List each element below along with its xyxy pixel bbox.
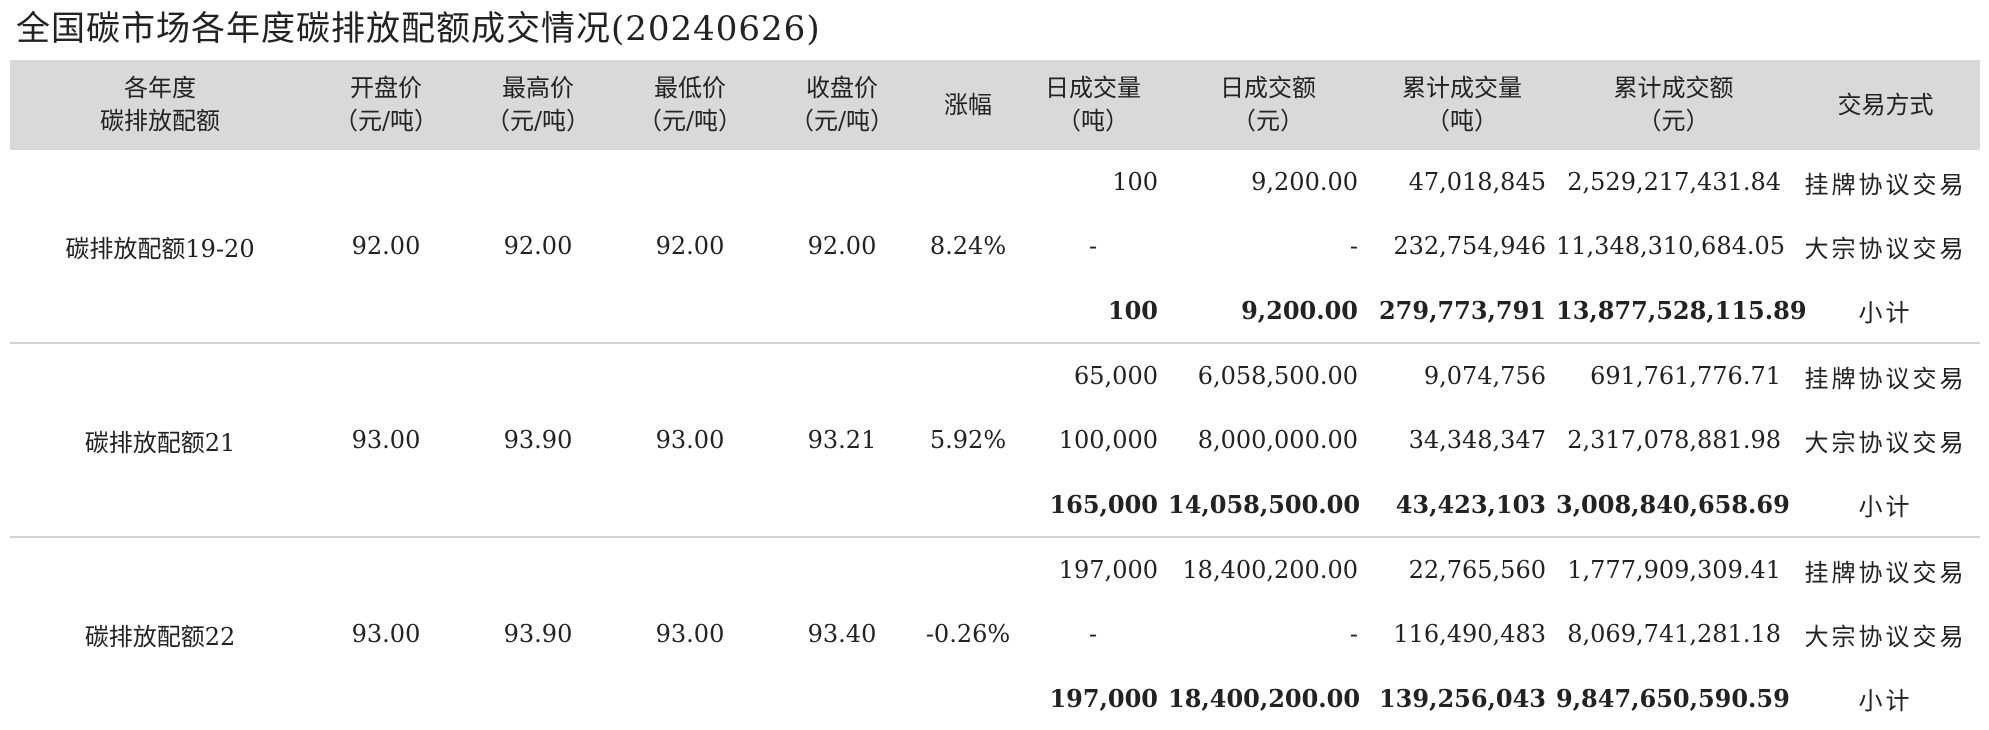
allowance-name: 碳排放配额22 bbox=[10, 536, 310, 730]
cum-amount: 1,777,909,309.41 bbox=[1556, 536, 1791, 602]
table-row: 100,000 8,000,000.00 34,348,347 2,317,07… bbox=[10, 408, 1980, 472]
cum-volume: 47,018,845 bbox=[1408, 168, 1546, 196]
page-title: 全国碳市场各年度碳排放配额成交情况(20240626) bbox=[16, 9, 821, 49]
subtotal-row: 165,000 14,058,500.00 43,423,103 3,008,8… bbox=[10, 472, 1980, 537]
allowance-name: 碳排放配额21 bbox=[10, 342, 310, 537]
cum-volume: 139,256,043 bbox=[1378, 683, 1546, 713]
close-price: 93.40 bbox=[766, 536, 918, 730]
high-price: 93.90 bbox=[462, 536, 614, 730]
col-header-allowance: 各年度 碳排放配额 bbox=[100, 74, 220, 135]
trade-method: 大宗协议交易 bbox=[1804, 428, 1967, 457]
table-row: 碳排放配额19-20 92.00 92.00 92.00 92.00 8.24%… bbox=[10, 150, 1980, 263]
col-header-method: 交易方式 bbox=[1837, 90, 1934, 119]
daily-volume: 197,000 bbox=[1018, 536, 1168, 602]
cum-volume: 22,765,560 bbox=[1368, 536, 1556, 602]
daily-amount: 9,200.00 bbox=[1251, 168, 1358, 196]
cum-amount: 3,008,840,658.69 bbox=[1556, 489, 1790, 519]
daily-volume: - bbox=[1088, 232, 1098, 260]
high-price: 92.00 bbox=[503, 232, 573, 260]
daily-amount: 6,058,500.00 bbox=[1168, 342, 1368, 408]
trade-method: 大宗协议交易 bbox=[1804, 234, 1967, 263]
trade-method: 小计 bbox=[1858, 492, 1913, 521]
price-change: 5.92% bbox=[918, 342, 1018, 537]
trade-method: 大宗协议交易 bbox=[1804, 622, 1967, 651]
daily-amount: - bbox=[1349, 620, 1358, 648]
trade-method: 挂牌协议交易 bbox=[1804, 170, 1967, 199]
subtotal-row: 100 9,200.00 279,773,791 13,877,528,115.… bbox=[10, 278, 1980, 343]
trade-method: 小计 bbox=[1858, 686, 1913, 715]
low-price: 92.00 bbox=[655, 232, 725, 260]
cum-amount: 2,317,078,881.98 bbox=[1567, 426, 1781, 454]
daily-volume: 100 bbox=[1112, 168, 1158, 196]
daily-volume: 65,000 bbox=[1018, 342, 1168, 408]
carbon-trading-table: 各年度 碳排放配额 开盘价 （元/吨） 最高价 （元/吨） 最低价 （元/吨） 收盘价（… bbox=[10, 60, 1980, 730]
cum-amount: 11,348,310,684.05 bbox=[1556, 232, 1786, 260]
cum-volume: 279,773,791 bbox=[1378, 295, 1546, 325]
daily-amount: 18,400,200.00 bbox=[1168, 683, 1361, 713]
daily-volume: 165,000 bbox=[1049, 489, 1158, 519]
cum-amount: 13,877,528,115.89 bbox=[1556, 295, 1807, 325]
price-change: 8.24% bbox=[929, 232, 1007, 260]
subtotal-row: 197,000 18,400,200.00 139,256,043 9,847,… bbox=[10, 666, 1980, 730]
open-price: 92.00 bbox=[351, 232, 421, 260]
low-price: 93.00 bbox=[614, 536, 766, 730]
table-row: - - 116,490,483 8,069,741,281.18 大宗协议交易 bbox=[10, 602, 1980, 666]
daily-volume: 197,000 bbox=[1049, 683, 1158, 713]
daily-amount: 18,400,200.00 bbox=[1168, 536, 1368, 602]
cum-volume: 43,423,103 bbox=[1395, 489, 1546, 519]
col-header-open: 开盘价 （元/吨） bbox=[333, 74, 439, 135]
trade-method: 挂牌协议交易 bbox=[1791, 342, 1980, 408]
close-price: 93.21 bbox=[766, 342, 918, 537]
daily-amount: - bbox=[1349, 232, 1358, 260]
open-price: 93.00 bbox=[310, 342, 462, 537]
daily-amount: 14,058,500.00 bbox=[1168, 489, 1361, 519]
cum-volume: 34,348,347 bbox=[1408, 426, 1546, 454]
high-price: 93.90 bbox=[462, 342, 614, 537]
col-header-close: 收盘价 （元/吨） bbox=[789, 74, 895, 135]
daily-volume: - bbox=[1088, 620, 1098, 648]
daily-volume: 100,000 bbox=[1058, 426, 1158, 454]
col-header-low: 最低价 （元/吨） bbox=[637, 74, 743, 135]
cum-volume: 232,754,946 bbox=[1393, 232, 1546, 260]
col-header-change: 涨幅 bbox=[944, 90, 992, 119]
cum-amount: 8,069,741,281.18 bbox=[1567, 620, 1781, 648]
close-price: 92.00 bbox=[807, 232, 877, 260]
col-header-high: 最高价 （元/吨） bbox=[485, 74, 591, 135]
trade-method: 小计 bbox=[1858, 298, 1913, 327]
table-row: 碳排放配额22 93.00 93.90 93.00 93.40 -0.26% 1… bbox=[10, 536, 1980, 730]
table-row: - - 232,754,946 11,348,310,684.05 大宗协议交易 bbox=[10, 214, 1980, 278]
col-header-daily-volume: 日成交量 （吨） bbox=[1045, 74, 1141, 135]
cum-amount: 691,761,776.71 bbox=[1556, 342, 1791, 408]
col-header-daily-amount: 日成交额 （元） bbox=[1220, 74, 1316, 135]
cum-amount: 9,847,650,590.59 bbox=[1556, 683, 1790, 713]
table-row: 碳排放配额21 93.00 93.90 93.00 93.21 5.92% 65… bbox=[10, 342, 1980, 537]
col-header-cum-volume: 累计成交量 （吨） bbox=[1402, 74, 1522, 135]
cum-volume: 9,074,756 bbox=[1368, 342, 1556, 408]
daily-volume: 100 bbox=[1107, 295, 1158, 325]
allowance-name: 碳排放配额19-20 bbox=[65, 234, 255, 263]
col-header-cum-amount: 累计成交额 （元） bbox=[1613, 74, 1734, 135]
open-price: 93.00 bbox=[310, 536, 462, 730]
cum-amount: 2,529,217,431.84 bbox=[1567, 168, 1781, 196]
daily-amount: 9,200.00 bbox=[1241, 295, 1358, 325]
daily-amount: 8,000,000.00 bbox=[1197, 426, 1358, 454]
table-header-row: 各年度 碳排放配额 开盘价 （元/吨） 最高价 （元/吨） 最低价 （元/吨） 收盘价（… bbox=[10, 60, 1980, 150]
cum-volume: 116,490,483 bbox=[1393, 620, 1546, 648]
trade-method: 挂牌协议交易 bbox=[1791, 536, 1980, 602]
low-price: 93.00 bbox=[614, 342, 766, 537]
price-change: -0.26% bbox=[918, 536, 1018, 730]
